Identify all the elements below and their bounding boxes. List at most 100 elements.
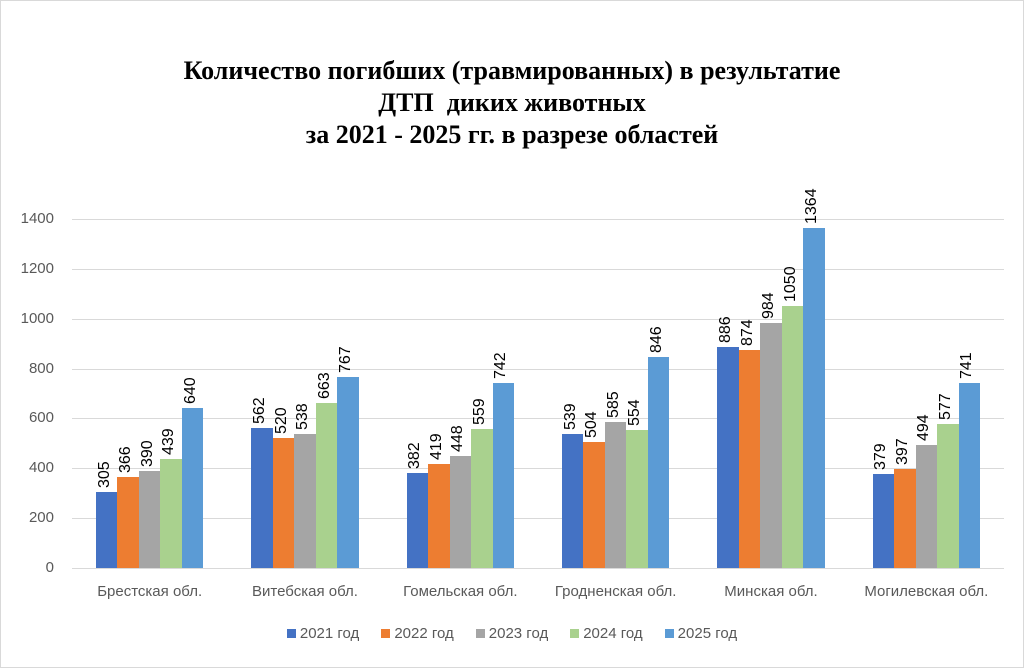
legend-swatch-icon bbox=[664, 629, 674, 638]
y-tick-label: 0 bbox=[45, 559, 54, 576]
y-tick-label: 1400 bbox=[20, 210, 54, 227]
x-tick-label: Витебская обл. bbox=[252, 583, 358, 600]
legend-swatch-icon bbox=[475, 629, 485, 638]
bar-value-label: 494 bbox=[915, 414, 933, 441]
bar-value-label: 382 bbox=[406, 442, 424, 469]
bar-value-label: 585 bbox=[604, 391, 622, 419]
bar-value-label: 397 bbox=[893, 438, 911, 466]
legend-label: 2025 год bbox=[677, 625, 738, 642]
legend-label: 2021 год bbox=[299, 625, 360, 642]
chart-title: Количество погибших (травмированных) в р… bbox=[0, 55, 1024, 151]
bar bbox=[872, 473, 895, 568]
bar-value-label: 577 bbox=[936, 393, 954, 421]
bar-value-label: 874 bbox=[738, 319, 756, 347]
bar-value-label: 520 bbox=[272, 407, 290, 435]
bar-value-label: 305 bbox=[95, 461, 113, 488]
bar-value-label: 742 bbox=[492, 352, 510, 380]
bar-value-label: 379 bbox=[872, 442, 890, 470]
legend-swatch-icon bbox=[381, 629, 391, 638]
gridline bbox=[72, 318, 1004, 320]
bar-value-label: 741 bbox=[958, 352, 976, 380]
bar bbox=[95, 491, 118, 568]
x-tick-label: Брестская обл. bbox=[97, 583, 203, 600]
bar bbox=[738, 350, 761, 568]
title-line-3: за 2021 - 2025 гг. в разрезе областей bbox=[305, 120, 719, 149]
bar bbox=[449, 456, 472, 568]
bar bbox=[492, 383, 515, 568]
gridline bbox=[72, 368, 1004, 370]
bar-value-label: 886 bbox=[717, 316, 734, 344]
bar bbox=[958, 383, 981, 568]
bar-value-label: 419 bbox=[427, 432, 445, 460]
bar-value-label: 984 bbox=[760, 291, 777, 319]
bar-value-label: 554 bbox=[626, 399, 644, 426]
bar bbox=[647, 357, 670, 568]
legend-label: 2022 год bbox=[394, 625, 454, 642]
bar bbox=[160, 458, 182, 568]
bar bbox=[937, 424, 959, 568]
bar-value-label: 663 bbox=[315, 372, 333, 399]
y-tick-label: 1000 bbox=[20, 309, 54, 327]
legend-swatch-icon bbox=[286, 629, 296, 638]
bar bbox=[251, 427, 273, 568]
bar bbox=[894, 469, 916, 568]
legend-item: 2022 год bbox=[381, 625, 454, 642]
y-tick-label: 1200 bbox=[20, 259, 54, 277]
bar bbox=[138, 470, 161, 568]
x-tick-label: Минская обл. bbox=[724, 583, 818, 600]
bar-value-label: 640 bbox=[181, 377, 199, 405]
bar bbox=[294, 433, 316, 568]
bar bbox=[583, 442, 605, 568]
bar-value-label: 366 bbox=[117, 446, 135, 473]
title-line-2: ДТП диких животных bbox=[378, 88, 646, 117]
legend-swatch-icon bbox=[570, 629, 580, 638]
gridline bbox=[72, 418, 1004, 420]
y-tick-label: 800 bbox=[28, 359, 54, 377]
bar bbox=[760, 322, 782, 568]
bar-value-label: 767 bbox=[337, 346, 354, 373]
bar bbox=[915, 444, 938, 568]
bar bbox=[803, 227, 825, 568]
bar bbox=[315, 402, 338, 568]
bar bbox=[181, 408, 204, 568]
legend-item: 2024 год bbox=[570, 625, 643, 642]
bar-value-label: 562 bbox=[251, 397, 268, 424]
legend-item: 2023 год bbox=[475, 625, 549, 642]
x-tick-label: Могилевская обл. bbox=[864, 583, 989, 600]
bar bbox=[117, 476, 139, 568]
legend-item: 2021 год bbox=[286, 625, 360, 642]
gridline bbox=[72, 518, 1004, 520]
legend-label: 2023 год bbox=[488, 625, 549, 642]
bar-value-label: 559 bbox=[470, 397, 488, 425]
plot-area: 305 366 390 439 640 562 520 538 663 767 382 419 448 5… bbox=[72, 188, 1004, 569]
legend: 2021 год 2022 год 2023 год 2024 год 2025 год bbox=[0, 625, 1024, 642]
bar bbox=[781, 306, 804, 568]
bar bbox=[604, 422, 627, 568]
bar-value-label: 538 bbox=[294, 403, 311, 430]
bar bbox=[337, 376, 359, 568]
gridline bbox=[72, 468, 1004, 470]
bar bbox=[561, 433, 584, 568]
bar bbox=[717, 347, 739, 568]
gridline bbox=[72, 568, 1004, 569]
bar-value-label: 1050 bbox=[781, 266, 799, 303]
gridline bbox=[72, 268, 1004, 270]
bar bbox=[626, 429, 648, 568]
bar-value-label: 448 bbox=[449, 425, 467, 453]
legend-label: 2024 год bbox=[583, 625, 643, 642]
bar-value-label: 439 bbox=[160, 427, 178, 455]
y-tick-label: 600 bbox=[28, 409, 54, 427]
bar bbox=[428, 463, 450, 568]
bar-value-label: 390 bbox=[138, 440, 156, 467]
gridline bbox=[72, 219, 1004, 220]
bar-value-label: 504 bbox=[583, 411, 601, 439]
y-tick-label: 200 bbox=[28, 509, 54, 527]
x-tick-label: Гродненская обл. bbox=[554, 583, 677, 600]
bar-value-label: 539 bbox=[561, 402, 579, 430]
title-line-1: Количество погибших (травмированных) в р… bbox=[183, 56, 841, 85]
legend-item: 2025 год bbox=[664, 625, 738, 642]
bar-value-label: 1364 bbox=[803, 188, 820, 224]
bar bbox=[272, 438, 295, 568]
bar bbox=[406, 472, 429, 568]
bar-value-label: 846 bbox=[647, 326, 665, 354]
